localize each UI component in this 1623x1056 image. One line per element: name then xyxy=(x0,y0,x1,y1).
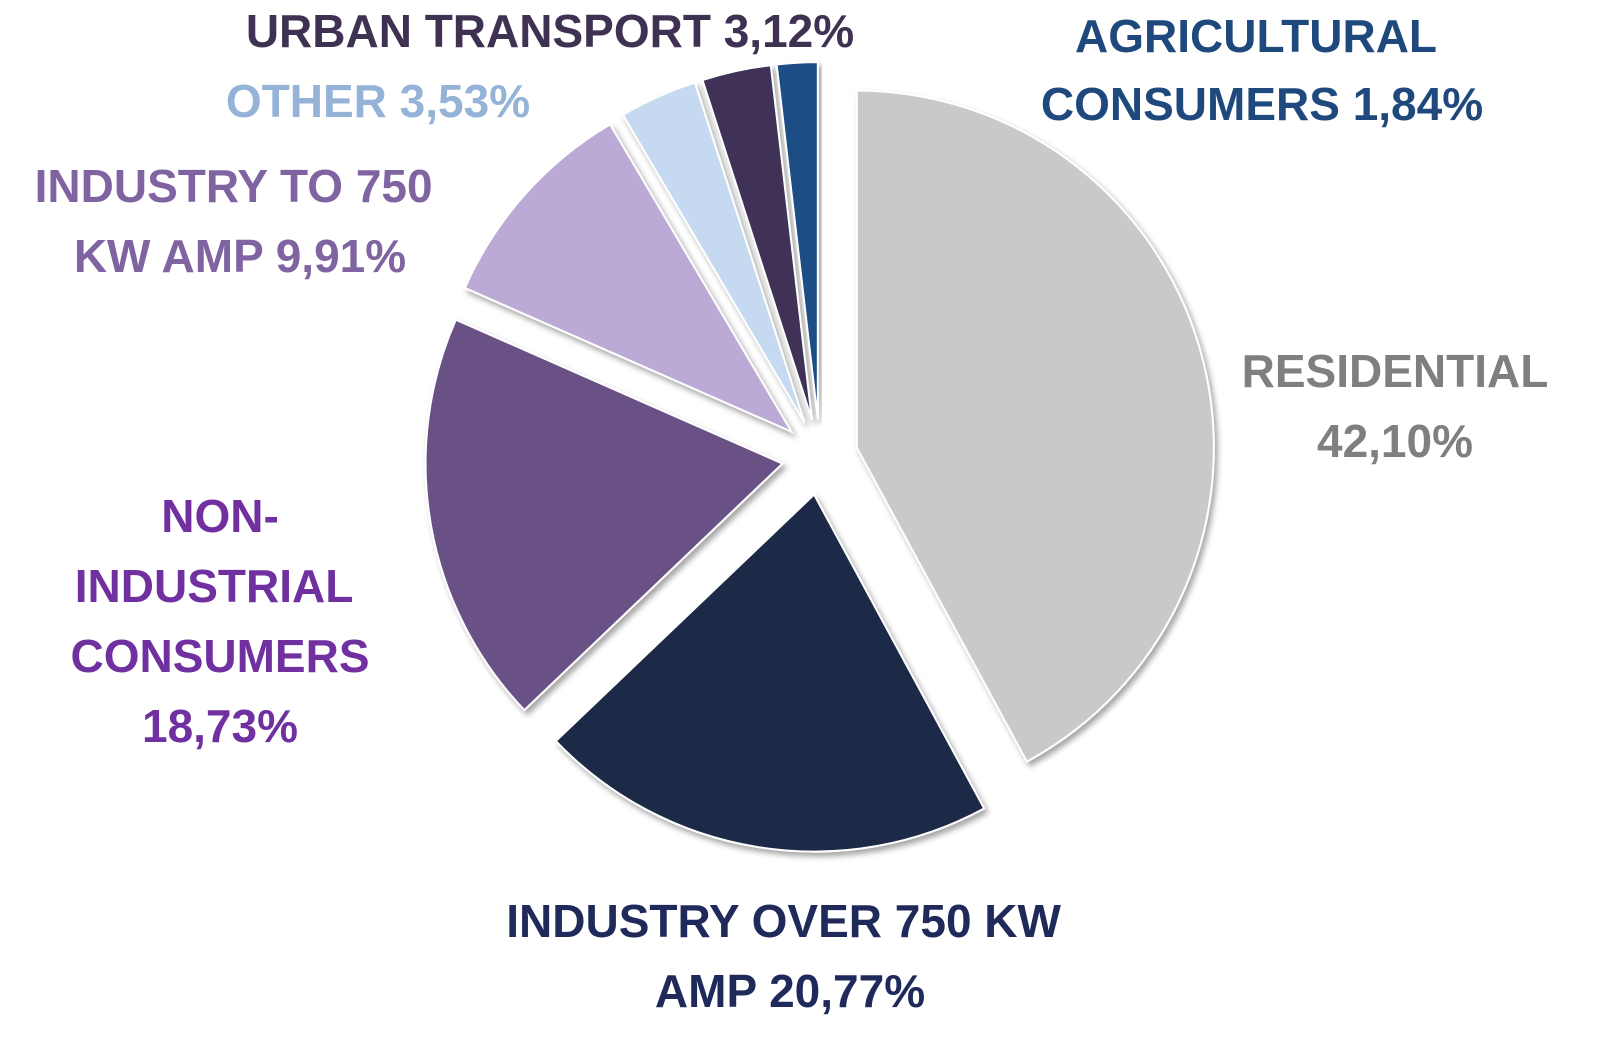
slice-label: URBAN TRANSPORT 3,12% xyxy=(246,5,854,57)
value-label: 3,53% xyxy=(400,75,530,127)
pie-slice xyxy=(775,61,819,420)
category-label: AGRICULTURAL CONSUMERS xyxy=(1041,10,1449,130)
value-label: 18,73% xyxy=(142,700,298,752)
value-label: 1,84% xyxy=(1353,78,1483,130)
slice-label: OTHER 3,53% xyxy=(226,75,530,127)
value-label: 42,10% xyxy=(1317,415,1473,467)
pie-slice xyxy=(701,64,813,421)
slice-label: INDUSTRY OVER 750 KW AMP 20,77% xyxy=(506,895,1073,1017)
pie-slice xyxy=(463,123,795,434)
category-label: OTHER xyxy=(226,75,387,127)
category-label: INDUSTRY TO 750 KW AMP xyxy=(35,160,446,282)
slice-label: INDUSTRY TO 750 KW AMP 9,91% xyxy=(35,160,446,282)
pie-slice xyxy=(621,81,806,423)
value-label: 3,12% xyxy=(724,5,854,57)
pie-slice xyxy=(554,492,986,853)
pie-slice xyxy=(855,89,1215,763)
category-label: URBAN TRANSPORT xyxy=(246,5,711,57)
category-label: NON-INDUSTRIAL CONSUMERS xyxy=(70,490,369,682)
value-label: 20,77% xyxy=(769,965,925,1017)
value-label: 9,91% xyxy=(276,230,406,282)
slice-label: AGRICULTURAL CONSUMERS 1,84% xyxy=(1041,10,1483,130)
slice-label: RESIDENTIAL 42,10% xyxy=(1242,345,1549,467)
slice-label: NON-INDUSTRIAL CONSUMERS 18,73% xyxy=(70,490,369,752)
category-label: INDUSTRY OVER 750 KW AMP xyxy=(506,895,1073,1017)
category-label: RESIDENTIAL xyxy=(1242,345,1549,397)
pie-slice xyxy=(424,318,785,712)
